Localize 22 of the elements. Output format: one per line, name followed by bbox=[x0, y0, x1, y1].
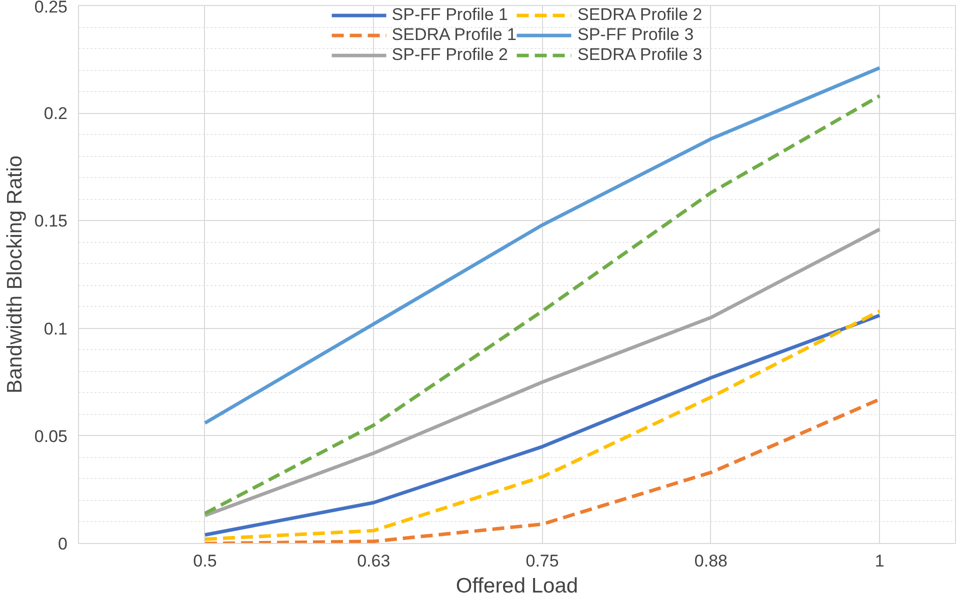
y-tick-label: 0.25 bbox=[34, 0, 68, 16]
x-tick-label: 0.75 bbox=[526, 552, 559, 570]
y-tick-label: 0.2 bbox=[44, 104, 68, 124]
x-tick-label: 0.5 bbox=[193, 552, 217, 570]
legend-label: SEDRA Profile 1 bbox=[392, 25, 516, 45]
x-tick-label: 0.63 bbox=[357, 552, 390, 570]
y-tick-label: 0.05 bbox=[34, 426, 68, 446]
legend-label: SP-FF Profile 1 bbox=[392, 5, 508, 25]
legend-label: SEDRA Profile 3 bbox=[578, 45, 702, 65]
line-series bbox=[203, 66, 882, 425]
y-axis-title: Bandwidth Blocking Ratio bbox=[3, 155, 26, 394]
x-tick-label: 1 bbox=[874, 552, 884, 570]
y-tick-label: 0.15 bbox=[34, 212, 68, 231]
x-tick-label: 0.88 bbox=[694, 552, 728, 570]
legend-label: SEDRA Profile 2 bbox=[578, 5, 702, 25]
x-axis-title: Offered Load bbox=[456, 574, 578, 598]
y-tick-label: 0.1 bbox=[44, 319, 68, 338]
line-series bbox=[203, 228, 882, 518]
line-series bbox=[203, 94, 882, 516]
y-tick-label: 0 bbox=[58, 534, 68, 554]
legend-label: SP-FF Profile 3 bbox=[578, 25, 694, 45]
legend-label: SP-FF Profile 2 bbox=[392, 45, 508, 65]
